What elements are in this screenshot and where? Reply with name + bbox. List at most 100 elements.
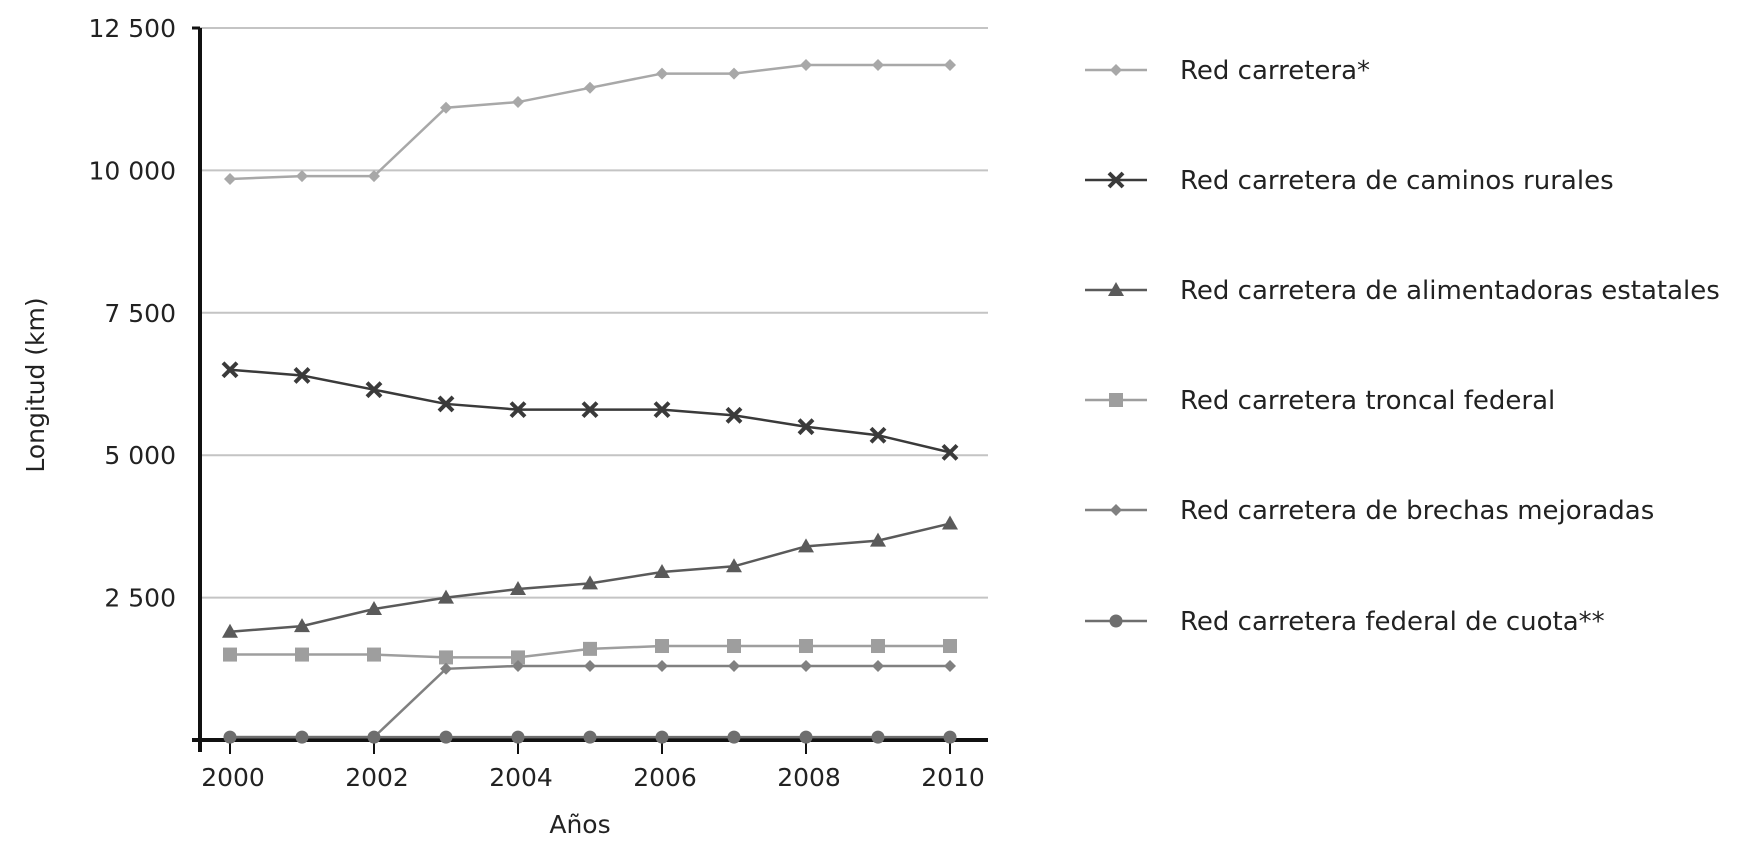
series-4-point: [727, 639, 741, 654]
x-tick-label: 2006: [633, 763, 697, 792]
series-3-point: [294, 618, 310, 633]
series-4-point: [295, 647, 309, 662]
series-5-point: [944, 659, 956, 672]
series-4-point: [943, 639, 957, 654]
series-4-point: [439, 650, 453, 665]
legend-marker: [1109, 393, 1123, 407]
series-2-point: [365, 381, 383, 399]
legend-item: Red carretera de alimentadoras estatales: [1085, 276, 1720, 306]
series-6-point: [727, 730, 741, 744]
series-6-point: [655, 730, 669, 744]
series-5-point: [440, 662, 452, 675]
series-3-point: [366, 600, 382, 615]
series-6-point: [511, 730, 525, 744]
series-1-point: [224, 172, 236, 185]
legend-item: Red carretera de caminos rurales: [1085, 166, 1614, 196]
series-1-point: [800, 59, 812, 72]
series-2-point: [653, 401, 671, 419]
x-tick-label: 2008: [777, 763, 841, 792]
legend-marker: [1110, 504, 1122, 516]
series-6: [223, 730, 957, 744]
series-4-point: [223, 647, 237, 662]
legend-marker: [1110, 64, 1122, 76]
series-5-point: [656, 659, 668, 672]
legend-label: Red carretera troncal federal: [1180, 386, 1555, 416]
series-1-point: [440, 101, 452, 114]
series-6-point: [295, 730, 309, 744]
series-1-point: [872, 59, 884, 72]
series-6-point: [367, 730, 381, 744]
x-tick-label: 2010: [921, 763, 985, 792]
series-group: [221, 59, 959, 744]
series-6-point: [871, 730, 885, 744]
series-6-point: [439, 730, 453, 744]
series-5-point: [800, 659, 812, 672]
gridlines: [200, 27, 988, 599]
series-3-point: [726, 558, 742, 573]
x-tick-label: 2004: [489, 763, 553, 792]
y-axis-title: Longitud (km): [21, 297, 50, 472]
y-tick-label: 5 000: [104, 441, 176, 470]
series-6-point: [583, 730, 597, 744]
series-2-point: [509, 401, 527, 419]
series-2-point: [437, 395, 455, 413]
series-5-point: [728, 659, 740, 672]
series-1-point: [512, 96, 524, 109]
series-3-point: [798, 538, 814, 553]
series-4-point: [871, 639, 885, 654]
legend-item: Red carretera de brechas mejoradas: [1085, 496, 1654, 526]
series-1: [224, 59, 956, 185]
legend-label: Red carretera*: [1180, 56, 1370, 86]
legend-item: Red carretera troncal federal: [1085, 386, 1555, 416]
series-6-point: [943, 730, 957, 744]
series-2-point: [725, 406, 743, 424]
series-3-point: [438, 589, 454, 604]
series-3-point: [582, 575, 598, 590]
series-3: [222, 515, 958, 638]
series-1-point: [584, 81, 596, 94]
legend-label: Red carretera de alimentadoras estatales: [1180, 276, 1720, 306]
series-4-point: [367, 647, 381, 662]
series-4-point: [655, 639, 669, 654]
legend-label: Red carretera federal de cuota**: [1180, 607, 1605, 637]
series-2-point: [293, 367, 311, 384]
series-3-point: [942, 515, 958, 530]
series-3-point: [870, 532, 886, 547]
series-6-point: [223, 730, 237, 744]
series-1-point: [728, 67, 740, 80]
series-5-point: [584, 659, 596, 672]
legend-marker: [1108, 282, 1124, 296]
series-5-point: [512, 659, 524, 672]
series-1-point: [296, 170, 308, 183]
y-tick-label: 10 000: [89, 156, 176, 185]
series-3-point: [510, 581, 526, 596]
y-tick-label: 2 500: [104, 584, 176, 613]
x-tick-label: 2002: [345, 763, 409, 792]
series-1-point: [944, 59, 956, 72]
series-2-point: [797, 418, 815, 436]
series-2: [221, 361, 959, 461]
series-4-point: [511, 650, 525, 665]
series-3-point: [654, 563, 670, 578]
legend-item: Red carretera*: [1085, 56, 1370, 86]
series-4-point: [799, 639, 813, 654]
y-tick-label: 12 500: [89, 14, 176, 43]
series-4: [223, 639, 957, 665]
tick-labels: 2 500 5 000 7 500 10 000 12 500 2000 2002 2004 2…: [89, 14, 985, 792]
series-2-point: [581, 401, 599, 419]
series-5-line: [230, 664, 950, 739]
legend: Red carretera* Red carretera de caminos r…: [1085, 56, 1720, 637]
legend-marker: [1109, 614, 1123, 628]
legend-marker: [1107, 171, 1125, 189]
legend-item: Red carretera federal de cuota**: [1085, 607, 1605, 637]
series-1-point: [656, 67, 668, 80]
x-tick-label: 2000: [201, 763, 265, 792]
series-2-point: [221, 361, 239, 379]
series-1-point: [368, 170, 380, 183]
series-4-point: [583, 641, 597, 656]
y-tick-label: 7 500: [104, 299, 176, 328]
series-2-point: [941, 443, 959, 461]
legend-label: Red carretera de brechas mejoradas: [1180, 496, 1654, 526]
